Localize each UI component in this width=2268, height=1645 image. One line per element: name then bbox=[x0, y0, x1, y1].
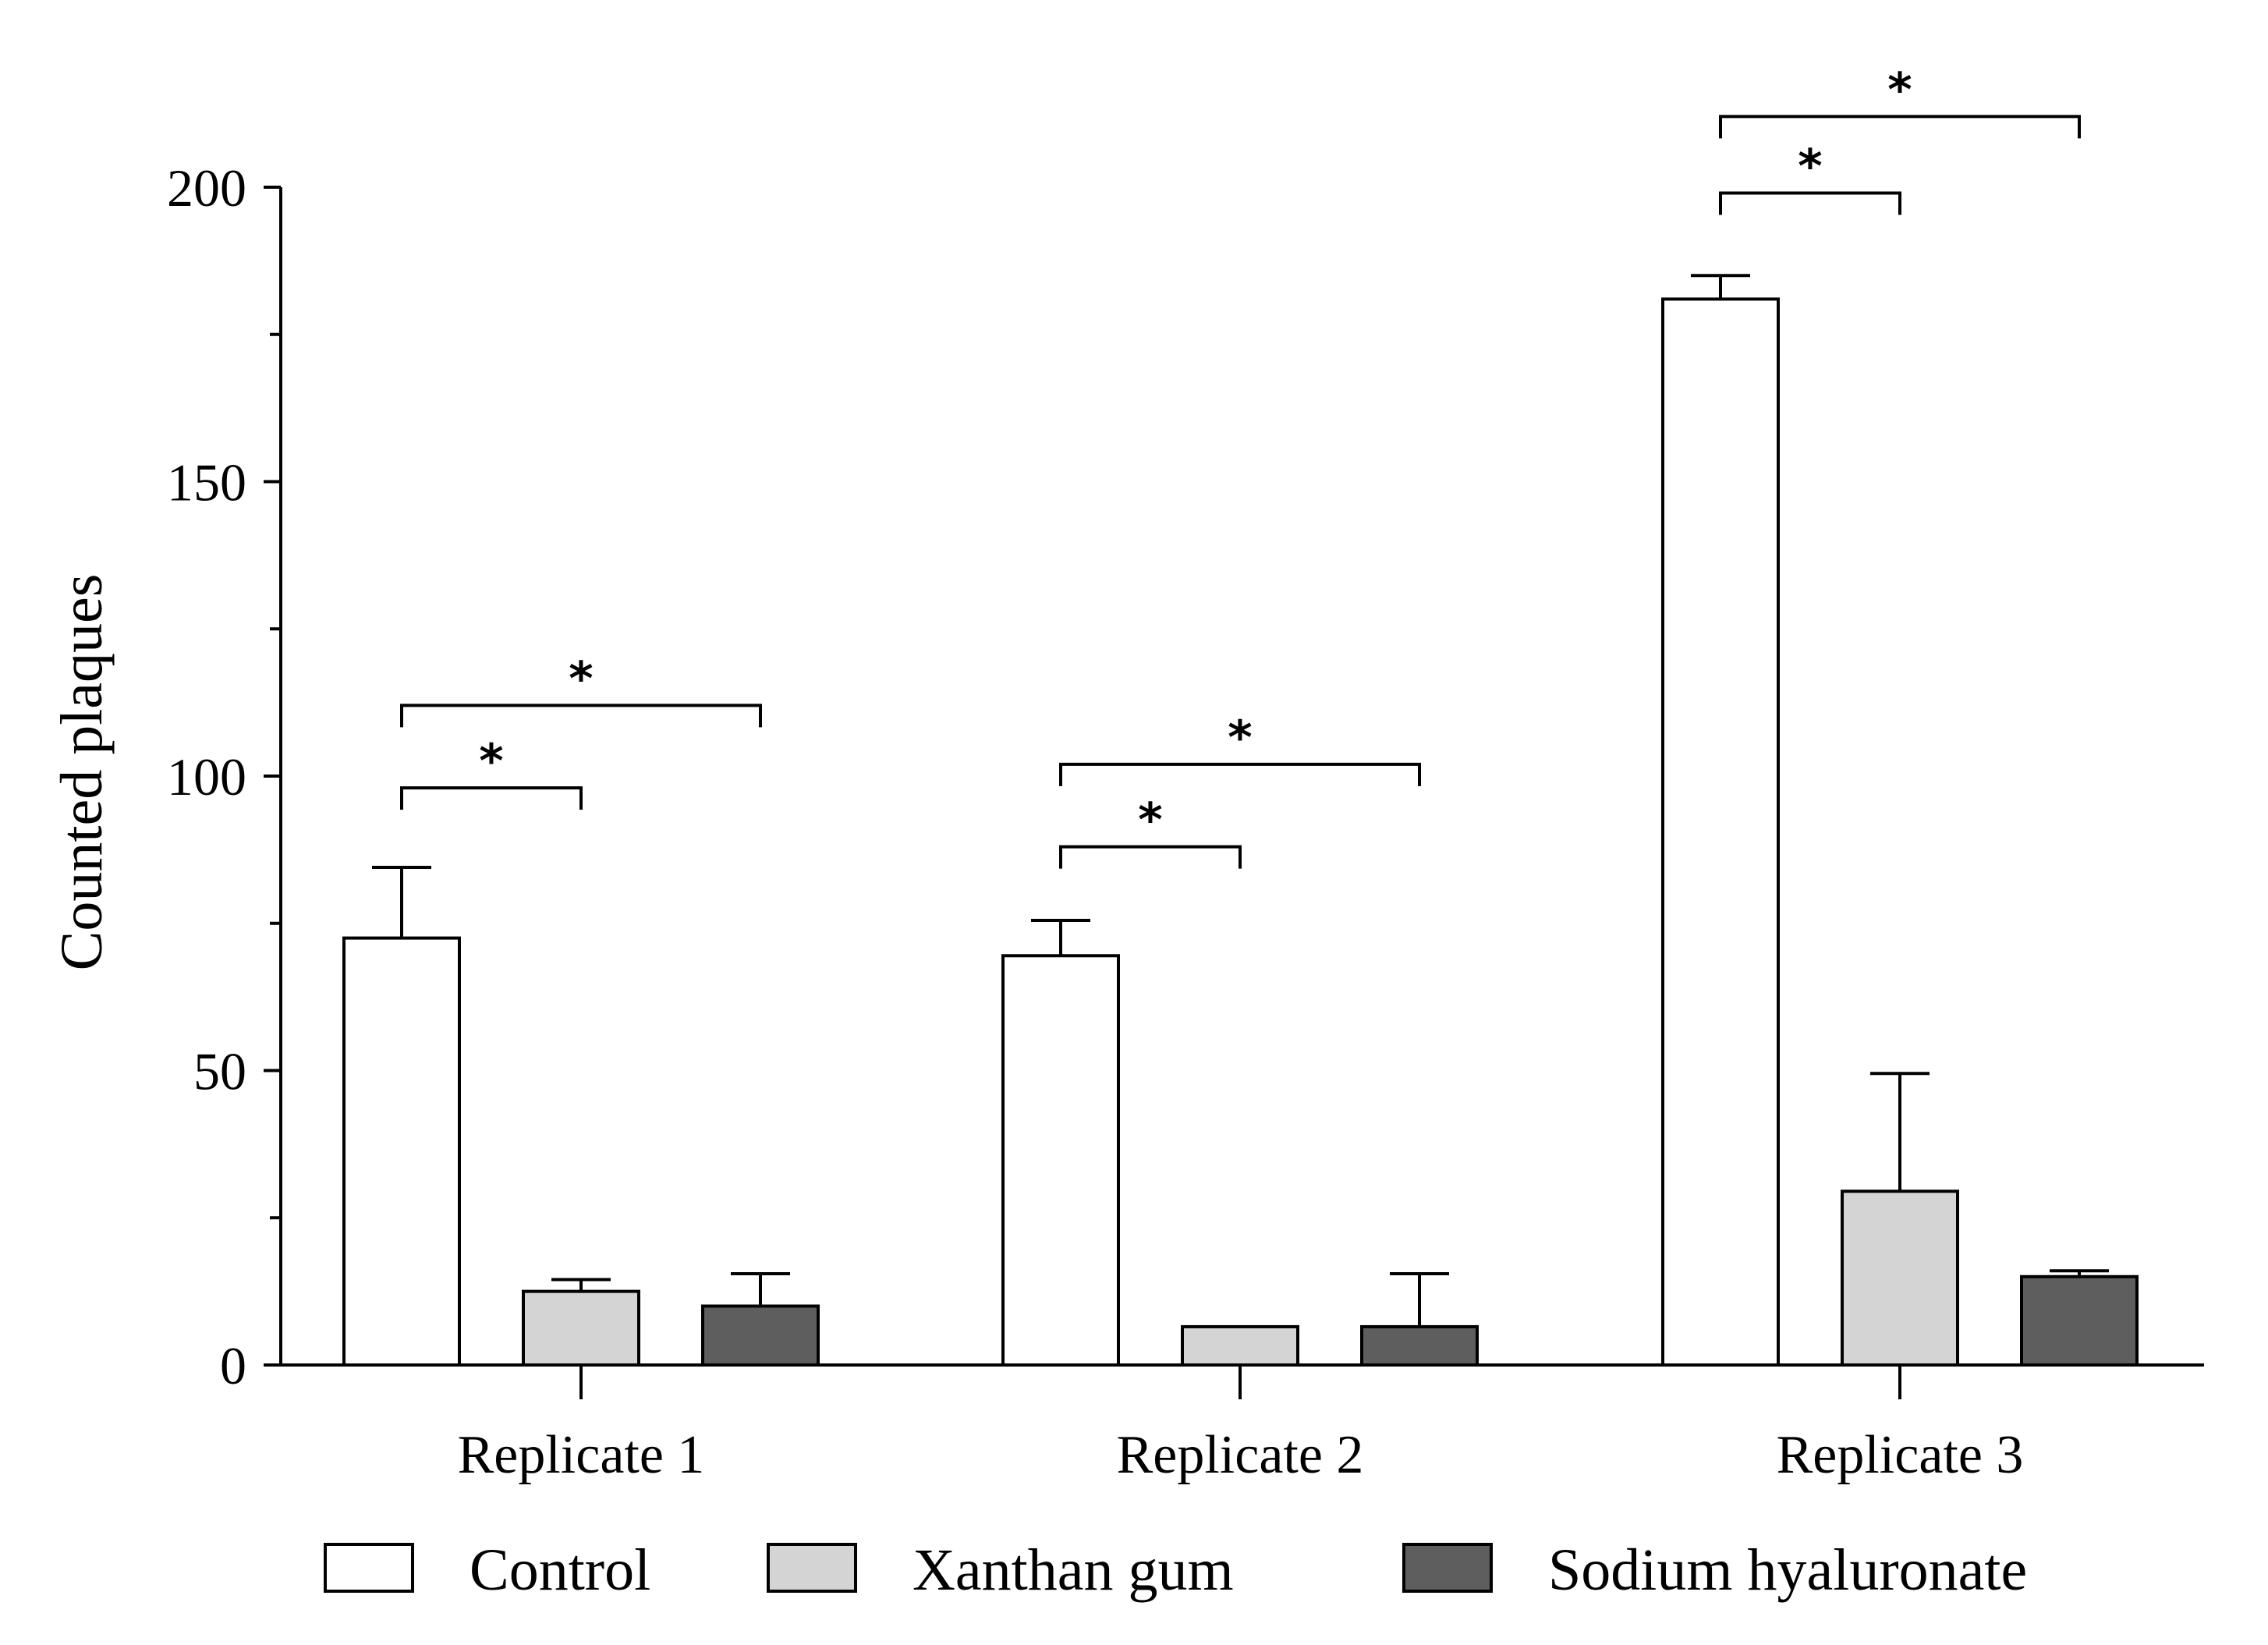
bar bbox=[2020, 1275, 2139, 1367]
significance-label: * bbox=[1138, 793, 1162, 848]
y-tick-label: 100 bbox=[167, 747, 246, 807]
legend-label: Sodium hyaluronate bbox=[1548, 1537, 2027, 1603]
significance-bracket bbox=[400, 786, 583, 810]
x-ticks: Replicate 1 Replicate 2 Replicate 3 bbox=[458, 1365, 2024, 1485]
significance-bracket bbox=[400, 704, 762, 728]
significance-bracket bbox=[1719, 191, 1901, 215]
y-minor-ticks bbox=[270, 332, 281, 1220]
legend-swatch bbox=[1402, 1543, 1493, 1593]
y-axis-label: Counted plaques bbox=[49, 574, 115, 971]
bar bbox=[1841, 1189, 1959, 1367]
significance-label: * bbox=[569, 651, 593, 706]
bar bbox=[1001, 954, 1120, 1367]
error-bars bbox=[372, 274, 2109, 1327]
bar bbox=[1181, 1324, 1299, 1367]
legend-swatch bbox=[767, 1543, 857, 1593]
x-tick-label: Replicate 2 bbox=[1117, 1425, 1364, 1485]
significance-label: * bbox=[1228, 711, 1252, 765]
bar bbox=[1661, 297, 1780, 1367]
legend-swatch bbox=[324, 1543, 414, 1593]
y-tick-label: 0 bbox=[220, 1336, 246, 1395]
legend-label: Xanthan gum bbox=[913, 1537, 1234, 1603]
bar bbox=[342, 936, 461, 1367]
bars bbox=[342, 297, 2139, 1367]
y-tick-label: 50 bbox=[193, 1042, 246, 1101]
bar bbox=[1360, 1324, 1479, 1367]
significance-bracket bbox=[1059, 762, 1421, 786]
significance-label: * bbox=[1798, 140, 1822, 194]
significance-brackets: * * * * * * bbox=[400, 62, 2081, 869]
legend-label: Control bbox=[470, 1537, 650, 1603]
y-tick-label: 150 bbox=[167, 453, 246, 512]
y-ticks: 0 50 100 150 200 bbox=[167, 158, 281, 1395]
significance-label: * bbox=[1887, 62, 1912, 117]
bar bbox=[522, 1289, 640, 1367]
y-tick-label: 200 bbox=[167, 158, 246, 218]
x-tick-label: Replicate 3 bbox=[1777, 1425, 2024, 1485]
significance-bracket bbox=[1719, 115, 2081, 139]
significance-bracket bbox=[1059, 845, 1242, 869]
x-tick-label: Replicate 1 bbox=[458, 1425, 705, 1485]
legend: Control Xanthan gum Sodium hyaluronate bbox=[324, 1537, 2027, 1603]
significance-label: * bbox=[479, 734, 503, 789]
bar bbox=[701, 1304, 820, 1367]
axes bbox=[279, 187, 2204, 1367]
